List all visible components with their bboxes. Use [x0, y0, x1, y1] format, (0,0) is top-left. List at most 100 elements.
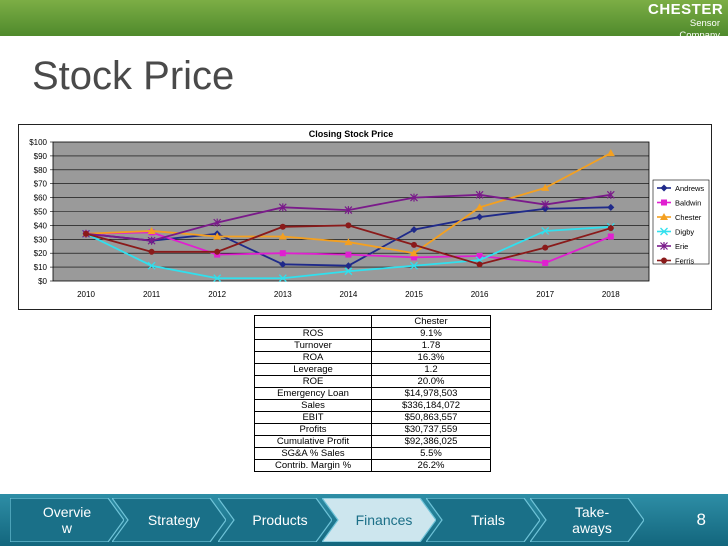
- table-row: Cumulative Profit $92,386,025: [254, 435, 491, 448]
- nav-step-label: Take- aways: [572, 504, 612, 536]
- marker-chester: [475, 203, 484, 211]
- metric-label: SG&A % Sales: [254, 447, 372, 460]
- marker-ferris: [476, 261, 483, 268]
- legend-label-chester: Chester: [675, 213, 702, 222]
- chevron-shape: [218, 498, 332, 542]
- chevron-fill: [112, 498, 226, 542]
- table-row: Sales $336,184,072: [254, 399, 491, 412]
- chart-canvas: Closing Stock Price $100 $90 $80 $70 $60 $50 $4…: [29, 129, 710, 299]
- marker-digby: [541, 227, 550, 235]
- marker-ferris: [345, 222, 352, 229]
- nav-step-strategy[interactable]: Strategy: [112, 498, 226, 542]
- metric-value: $50,863,557: [371, 411, 491, 424]
- y-tick-label: $70: [34, 180, 48, 189]
- chevron-fill: [218, 498, 332, 542]
- marker-andrews: [279, 260, 287, 268]
- metric-value: $30,737,559: [371, 423, 491, 436]
- metric-value: 1.2: [371, 363, 491, 376]
- marker-erie: [344, 206, 353, 215]
- marker-digby: [344, 267, 353, 276]
- x-tick-label: 2010: [77, 290, 95, 299]
- marker-ferris: [279, 223, 286, 230]
- marker-ferris: [661, 257, 667, 264]
- marker-digby: [147, 261, 156, 270]
- metric-value: 20.0%: [371, 375, 491, 388]
- marker-digby: [278, 274, 287, 283]
- marker-erie: [213, 218, 222, 227]
- nav-step-overview[interactable]: Overvie w: [10, 498, 124, 542]
- marker-ferris: [607, 225, 614, 232]
- metric-label: ROS: [254, 327, 372, 340]
- x-tick-label: 2016: [471, 290, 489, 299]
- marker-erie: [475, 190, 484, 199]
- nav-step-takeaways[interactable]: Take- aways: [530, 498, 644, 542]
- chevron-fill: [322, 498, 436, 542]
- metric-value: $14,978,503: [371, 387, 491, 400]
- marker-chester: [147, 226, 156, 234]
- marker-ferris: [542, 244, 549, 251]
- chevron-shape: [530, 498, 644, 542]
- nav-step-label: Trials: [471, 512, 505, 528]
- nav-step-label: Products: [252, 512, 308, 528]
- y-tick-label: $0: [38, 277, 47, 286]
- financials-table: Chester ROS 9.1% Turnover 1.78 ROA 16.3% Levera…: [254, 315, 491, 472]
- marker-erie: [147, 236, 156, 245]
- x-tick-label: 2014: [340, 290, 358, 299]
- chevron-fill: [426, 498, 540, 542]
- marker-andrews: [476, 213, 484, 221]
- metric-label: ROE: [254, 375, 372, 388]
- metric-value: 9.1%: [371, 327, 491, 340]
- marker-chester: [660, 213, 668, 220]
- nav-step-label: Strategy: [147, 512, 201, 528]
- chevron-shape: [112, 498, 226, 542]
- chart-legend: [652, 179, 710, 265]
- marker-ferris: [214, 248, 221, 255]
- nav-step-trials[interactable]: Trials: [426, 498, 540, 542]
- table-row: Emergency Loan $14,978,503: [254, 387, 491, 400]
- chevron-fill: [530, 498, 644, 542]
- table-row: EBIT $50,863,557: [254, 411, 491, 424]
- legend-label-ferris: Ferris: [675, 257, 694, 266]
- marker-andrews: [410, 226, 418, 234]
- marker-chester: [606, 149, 615, 157]
- marker-chester: [344, 238, 353, 246]
- marker-baldwin: [661, 199, 667, 206]
- marker-ferris: [83, 230, 89, 237]
- x-tick-label: 2011: [143, 290, 161, 299]
- metric-value: $336,184,072: [371, 399, 491, 412]
- marker-andrews: [344, 262, 352, 270]
- chevron-fill: [10, 498, 124, 542]
- nav-step-finances[interactable]: Finances: [322, 498, 436, 542]
- stock-price-chart: Closing Stock Price $100 $90 $80 $70 $60 $50 $4…: [18, 124, 712, 310]
- x-tick-label: 2015: [405, 290, 423, 299]
- nav-step-products[interactable]: Products: [218, 498, 332, 542]
- marker-andrews: [607, 203, 615, 211]
- marker-baldwin: [542, 259, 549, 266]
- table-header-row: Chester: [254, 315, 491, 328]
- y-tick-label: $40: [34, 221, 48, 230]
- marker-andrews: [660, 184, 668, 192]
- marker-erie: [606, 190, 615, 199]
- y-tick-label: $50: [34, 208, 48, 217]
- x-tick-label: 2012: [208, 290, 226, 299]
- x-tick-label: 2013: [274, 290, 292, 299]
- table-row: Leverage 1.2: [254, 363, 491, 376]
- table-row: Contrib. Margin % 26.2%: [254, 459, 491, 472]
- table-row: Profits $30,737,559: [254, 423, 491, 436]
- y-tick-label: $30: [34, 235, 48, 244]
- marker-chester: [213, 232, 222, 240]
- marker-erie: [660, 242, 668, 250]
- y-tick-label: $80: [34, 166, 48, 175]
- chevron-shape: [426, 498, 540, 542]
- metric-label: Cumulative Profit: [254, 435, 372, 448]
- company-logo: CHESTER Sensor Company: [648, 2, 723, 42]
- y-tick-label: $90: [34, 152, 48, 161]
- metric-value: 16.3%: [371, 351, 491, 364]
- legend-label-andrews: Andrews: [675, 184, 704, 193]
- table-row: ROA 16.3%: [254, 351, 491, 364]
- metric-label: ROA: [254, 351, 372, 364]
- metric-value: 26.2%: [371, 459, 491, 472]
- marker-digby: [410, 261, 418, 270]
- metric-label: EBIT: [254, 411, 372, 424]
- x-tick-label: 2018: [602, 290, 620, 299]
